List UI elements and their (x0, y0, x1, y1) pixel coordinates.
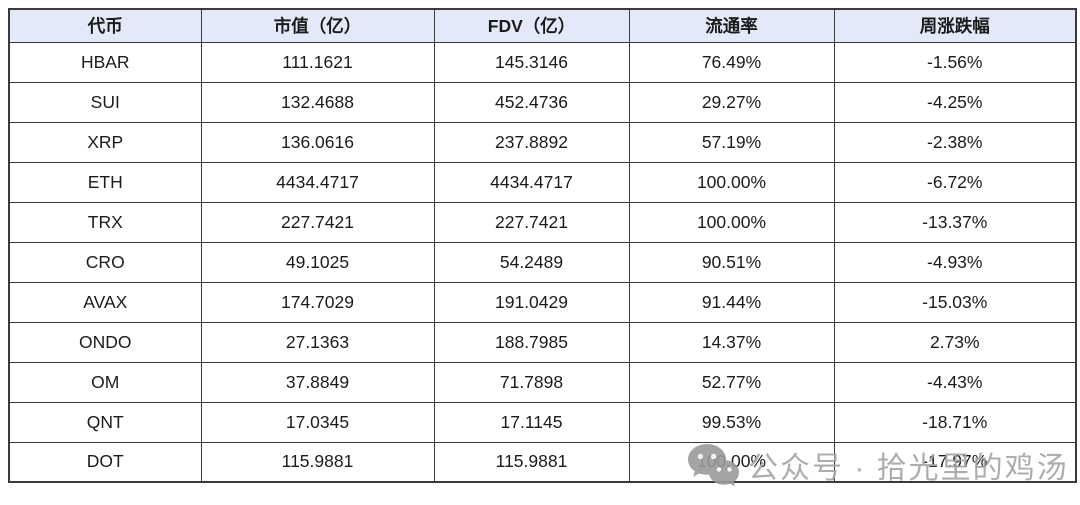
table-cell: 90.51% (628, 241, 835, 283)
table-row: AVAX 174.7029 191.0429 91.44% -15.03% (8, 281, 1077, 323)
table-cell: AVAX (8, 281, 202, 323)
table-cell: 136.0616 (200, 121, 435, 163)
table-row: SUI 132.4688 452.4736 29.27% -4.25% (8, 81, 1077, 123)
table-cell: 27.1363 (200, 321, 435, 363)
table-cell: HBAR (8, 41, 202, 83)
header-row: 代币 市值（亿） FDV（亿） 流通率 周涨跌幅 (8, 8, 1077, 43)
table-row: DOT 115.9881 115.9881 100.00% -17.97% (8, 441, 1077, 483)
table-cell: DOT (8, 441, 202, 483)
table-cell: 227.7421 (433, 201, 630, 243)
col-header-weekly-change: 周涨跌幅 (833, 8, 1077, 43)
table-cell: 100.00% (628, 201, 835, 243)
table-cell: 29.27% (628, 81, 835, 123)
table-cell: TRX (8, 201, 202, 243)
table-cell: 4434.4717 (433, 161, 630, 203)
col-header-token: 代币 (8, 8, 202, 43)
table-row: CRO 49.1025 54.2489 90.51% -4.93% (8, 241, 1077, 283)
table-row: XRP 136.0616 237.8892 57.19% -2.38% (8, 121, 1077, 163)
table-cell: 237.8892 (433, 121, 630, 163)
table-cell: 100.00% (628, 441, 835, 483)
table-cell: 71.7898 (433, 361, 630, 403)
table-cell: 132.4688 (200, 81, 435, 123)
table-cell: -6.72% (833, 161, 1077, 203)
table-cell: 99.53% (628, 401, 835, 443)
table-cell: 17.0345 (200, 401, 435, 443)
table-cell: 111.1621 (200, 41, 435, 83)
col-header-circulation: 流通率 (628, 8, 835, 43)
table-cell: 54.2489 (433, 241, 630, 283)
col-header-market-cap: 市值（亿） (200, 8, 435, 43)
table-cell: ETH (8, 161, 202, 203)
table-cell: 91.44% (628, 281, 835, 323)
table-cell: 100.00% (628, 161, 835, 203)
table-cell: 4434.4717 (200, 161, 435, 203)
table-cell: 52.77% (628, 361, 835, 403)
table-cell: CRO (8, 241, 202, 283)
table-cell: 57.19% (628, 121, 835, 163)
table-cell: -13.37% (833, 201, 1077, 243)
table-row: HBAR 111.1621 145.3146 76.49% -1.56% (8, 41, 1077, 83)
table-cell: -15.03% (833, 281, 1077, 323)
table-row: QNT 17.0345 17.1145 99.53% -18.71% (8, 401, 1077, 443)
table-cell: 49.1025 (200, 241, 435, 283)
table-cell: 188.7985 (433, 321, 630, 363)
table-row: ETH 4434.4717 4434.4717 100.00% -6.72% (8, 161, 1077, 203)
table-body: HBAR 111.1621 145.3146 76.49% -1.56% SUI 132.4… (8, 41, 1077, 483)
crypto-table: 代币 市值（亿） FDV（亿） 流通率 周涨跌幅 HBAR 111.1621 145… (8, 8, 1077, 483)
table-cell: SUI (8, 81, 202, 123)
table-cell: ONDO (8, 321, 202, 363)
table-cell: 76.49% (628, 41, 835, 83)
table-cell: 17.1145 (433, 401, 630, 443)
table-cell: -4.25% (833, 81, 1077, 123)
table-cell: -17.97% (833, 441, 1077, 483)
table-row: ONDO 27.1363 188.7985 14.37% 2.73% (8, 321, 1077, 363)
table-cell: 145.3146 (433, 41, 630, 83)
table-row: OM 37.8849 71.7898 52.77% -4.43% (8, 361, 1077, 403)
table-cell: -4.93% (833, 241, 1077, 283)
table-cell: 14.37% (628, 321, 835, 363)
table-cell: 115.9881 (433, 441, 630, 483)
table-cell: OM (8, 361, 202, 403)
table-cell: -2.38% (833, 121, 1077, 163)
table-cell: 37.8849 (200, 361, 435, 403)
table-cell: -18.71% (833, 401, 1077, 443)
col-header-fdv: FDV（亿） (433, 8, 630, 43)
table-cell: 174.7029 (200, 281, 435, 323)
table-cell: XRP (8, 121, 202, 163)
table-cell: -1.56% (833, 41, 1077, 83)
table-cell: 2.73% (833, 321, 1077, 363)
table-cell: -4.43% (833, 361, 1077, 403)
table-cell: 227.7421 (200, 201, 435, 243)
table-cell: 452.4736 (433, 81, 630, 123)
table-row: TRX 227.7421 227.7421 100.00% -13.37% (8, 201, 1077, 243)
table-cell: QNT (8, 401, 202, 443)
table-cell: 115.9881 (200, 441, 435, 483)
table-cell: 191.0429 (433, 281, 630, 323)
